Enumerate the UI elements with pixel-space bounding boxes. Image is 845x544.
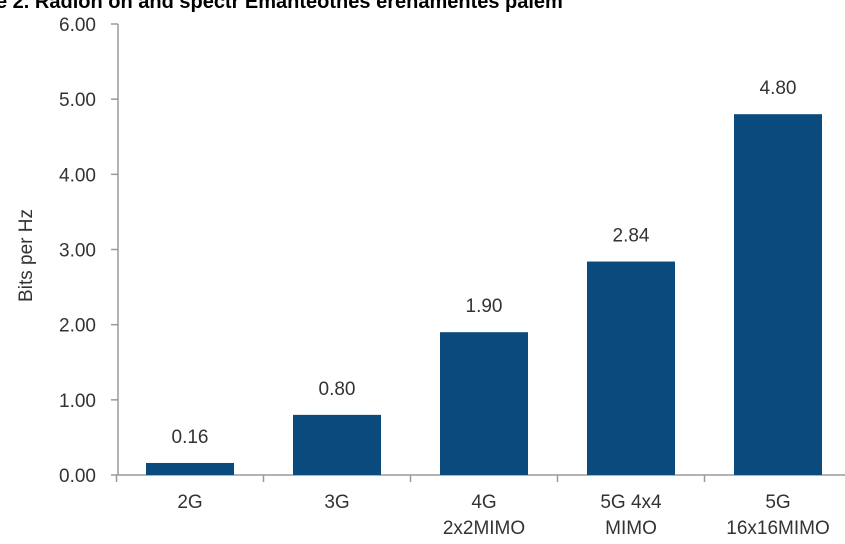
bar xyxy=(587,261,675,475)
x-category-label: 2G xyxy=(177,492,202,513)
bar xyxy=(734,114,822,475)
bar-value-label: 0.16 xyxy=(172,427,209,448)
y-tick-label: 6.00 xyxy=(59,15,96,36)
y-axis-title: Bits per Hz xyxy=(16,209,37,302)
bars xyxy=(146,114,822,475)
chart-title-clipped: e 2. Radion on and spectr Emanteothes er… xyxy=(0,0,563,13)
y-tick-label: 4.00 xyxy=(59,165,96,186)
category-labels: 2G 3G 4G 2x2MIMO 5G 4x4 MIMO 5G 16x16MIMO xyxy=(177,492,829,539)
y-tick-label: 0.00 xyxy=(59,466,96,487)
y-tick-label: 1.00 xyxy=(59,391,96,412)
bar-value-label: 1.90 xyxy=(466,296,503,317)
value-labels: 0.16 0.80 1.90 2.84 4.80 xyxy=(172,78,797,448)
y-tick-label: 2.00 xyxy=(59,316,96,337)
bar-value-label: 2.84 xyxy=(613,226,650,247)
bar-value-label: 4.80 xyxy=(760,78,797,99)
bar-value-label: 0.80 xyxy=(319,379,356,400)
x-category-label: 3G xyxy=(324,492,349,513)
y-axis-ticks: 0.00 1.00 2.00 3.00 4.00 5.00 6.00 xyxy=(59,15,118,487)
y-tick-label: 3.00 xyxy=(59,241,96,262)
bar xyxy=(146,462,234,475)
bar xyxy=(293,414,381,475)
x-category-label: 5G 16x16MIMO xyxy=(726,492,829,539)
x-category-label: 4G 2x2MIMO xyxy=(443,492,525,539)
x-category-label: 5G 4x4 MIMO xyxy=(600,492,662,539)
bar xyxy=(440,332,528,475)
y-tick-label: 5.00 xyxy=(59,90,96,111)
